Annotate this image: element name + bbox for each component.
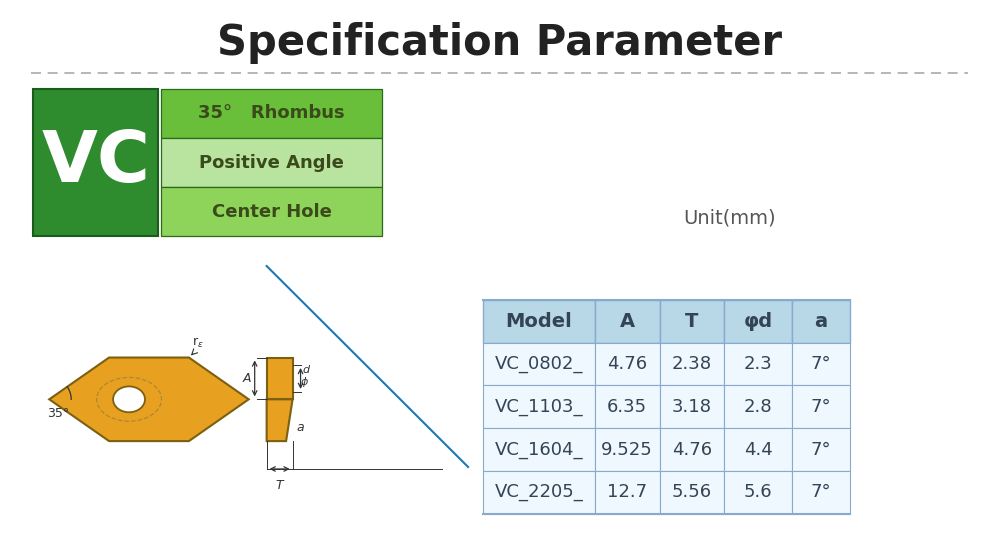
FancyBboxPatch shape [792,471,850,514]
Text: a: a [297,421,304,434]
Text: $\phi$: $\phi$ [300,376,309,390]
FancyBboxPatch shape [33,89,158,236]
FancyBboxPatch shape [484,385,594,428]
Text: A: A [619,312,634,331]
FancyBboxPatch shape [484,428,594,471]
FancyBboxPatch shape [792,428,850,471]
Text: r$_\varepsilon$: r$_\varepsilon$ [192,336,204,350]
Ellipse shape [113,386,145,412]
Text: VC_0802_: VC_0802_ [495,355,583,373]
FancyBboxPatch shape [724,428,792,471]
FancyBboxPatch shape [659,428,724,471]
Text: Specification Parameter: Specification Parameter [217,22,781,64]
Text: 35°: 35° [47,407,70,420]
FancyBboxPatch shape [161,138,383,187]
Text: 4.76: 4.76 [607,355,647,373]
FancyBboxPatch shape [724,343,792,385]
FancyBboxPatch shape [484,300,594,343]
Text: 5.6: 5.6 [744,483,772,501]
FancyBboxPatch shape [594,471,659,514]
Text: Positive Angle: Positive Angle [199,153,344,172]
Text: 2.8: 2.8 [744,398,772,416]
Text: 12.7: 12.7 [607,483,647,501]
Text: 2.3: 2.3 [744,355,772,373]
Text: 7°: 7° [811,398,831,416]
Text: A: A [242,372,251,385]
FancyBboxPatch shape [484,343,594,385]
Text: Model: Model [505,312,572,331]
FancyBboxPatch shape [724,385,792,428]
Text: 9.525: 9.525 [601,441,653,458]
FancyBboxPatch shape [594,300,659,343]
Text: Unit(mm): Unit(mm) [683,209,775,228]
Text: T: T [685,312,698,331]
Text: φd: φd [743,312,773,331]
Text: Center Hole: Center Hole [212,203,332,221]
Text: 6.35: 6.35 [607,398,647,416]
FancyBboxPatch shape [161,89,383,138]
FancyBboxPatch shape [161,187,383,236]
FancyBboxPatch shape [594,428,659,471]
Text: VC_2205_: VC_2205_ [495,483,583,501]
Text: T: T [276,479,284,492]
FancyBboxPatch shape [594,385,659,428]
Polygon shape [267,358,293,399]
Text: 7°: 7° [811,483,831,501]
Text: 35°   Rhombus: 35° Rhombus [199,104,345,123]
FancyBboxPatch shape [792,343,850,385]
FancyBboxPatch shape [594,343,659,385]
FancyBboxPatch shape [659,300,724,343]
Text: 7°: 7° [811,355,831,373]
Polygon shape [49,358,249,441]
Text: 3.18: 3.18 [672,398,712,416]
FancyBboxPatch shape [659,385,724,428]
Text: d: d [303,365,310,376]
Text: a: a [814,312,827,331]
Text: 4.4: 4.4 [744,441,772,458]
Text: 5.56: 5.56 [672,483,712,501]
Text: VC: VC [41,128,150,197]
Text: VC_1103_: VC_1103_ [495,398,583,416]
FancyBboxPatch shape [659,343,724,385]
FancyBboxPatch shape [724,300,792,343]
FancyBboxPatch shape [724,471,792,514]
Text: VC_1604_: VC_1604_ [495,441,583,458]
Text: 4.76: 4.76 [672,441,712,458]
FancyBboxPatch shape [659,471,724,514]
FancyBboxPatch shape [792,385,850,428]
FancyBboxPatch shape [792,300,850,343]
Text: 7°: 7° [811,441,831,458]
FancyBboxPatch shape [484,471,594,514]
Polygon shape [267,399,293,441]
Text: 2.38: 2.38 [672,355,712,373]
